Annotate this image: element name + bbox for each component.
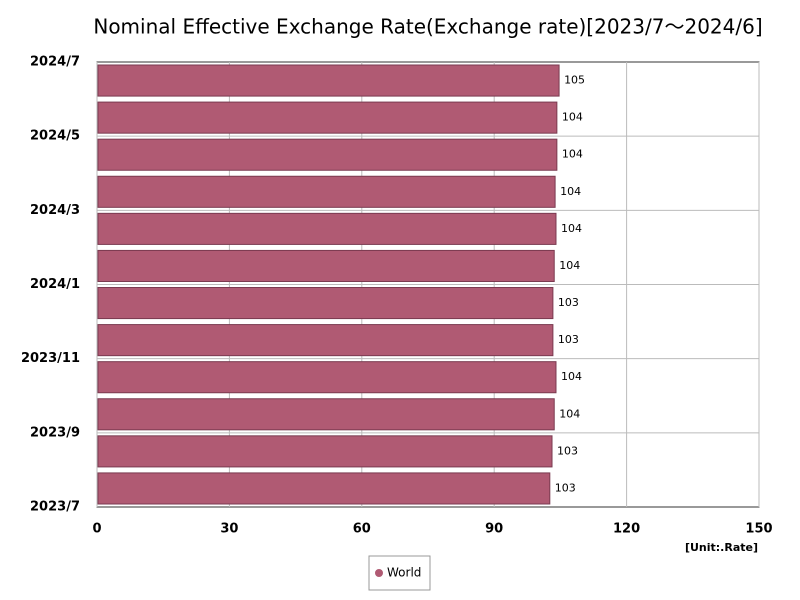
y-tick-label: 2023/9 <box>30 425 80 440</box>
y-tick-label: 2024/1 <box>30 277 80 292</box>
y-tick-label: 2024/7 <box>30 55 80 70</box>
bar <box>97 435 553 468</box>
x-tick-label: 120 <box>613 522 640 537</box>
data-label: 105 <box>564 74 585 87</box>
x-tick-label: 60 <box>353 522 371 537</box>
y-tick-label: 2023/7 <box>30 500 80 515</box>
x-tick-label: 90 <box>485 522 503 537</box>
bar <box>97 212 557 245</box>
x-tick-label: 0 <box>92 522 101 537</box>
bar <box>97 324 554 357</box>
unit-label: [Unit:.Rate] <box>685 541 758 554</box>
data-label: 104 <box>562 148 583 161</box>
bar <box>97 101 558 134</box>
legend-label: World <box>387 566 421 580</box>
y-tick-label: 2024/5 <box>30 129 80 144</box>
bar <box>97 287 554 320</box>
bar <box>97 398 555 431</box>
bar <box>97 138 558 171</box>
data-label: 104 <box>562 111 583 124</box>
bar <box>97 249 555 283</box>
data-label: 104 <box>559 407 580 420</box>
bar <box>97 64 560 97</box>
data-label: 104 <box>559 259 580 272</box>
data-label: 103 <box>558 333 579 346</box>
x-tick-label: 150 <box>745 522 772 537</box>
legend-marker <box>375 569 383 577</box>
y-tick-label: 2024/3 <box>30 203 80 218</box>
data-label: 104 <box>560 185 581 198</box>
data-label: 103 <box>555 481 576 494</box>
chart-title: Nominal Effective Exchange Rate(Exchange… <box>93 15 762 39</box>
x-tick-label: 30 <box>220 522 238 537</box>
data-label: 103 <box>558 296 579 309</box>
data-label: 104 <box>561 222 582 235</box>
bar <box>97 175 556 208</box>
bar <box>97 361 557 394</box>
bar <box>97 472 551 505</box>
data-label: 104 <box>561 370 582 383</box>
y-tick-label: 2023/11 <box>21 351 80 366</box>
data-label: 103 <box>557 444 578 457</box>
